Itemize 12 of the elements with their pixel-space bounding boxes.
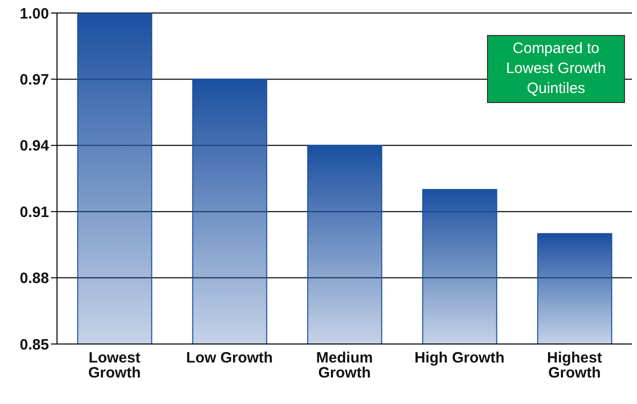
y-tick-label: 0.97 bbox=[20, 72, 49, 89]
annotation: Compared to Lowest Growth Quintiles bbox=[487, 35, 625, 103]
y-tick-label: 1.00 bbox=[20, 5, 49, 22]
x-tick-label: Low Growth bbox=[186, 350, 273, 367]
y-tick-label: 0.91 bbox=[20, 204, 49, 221]
x-tick-label: Highest Growth bbox=[546, 350, 602, 382]
y-tick-label: 0.94 bbox=[20, 138, 50, 155]
x-tick-label: Lowest Growth bbox=[88, 350, 141, 382]
x-tick-label: Medium Growth bbox=[316, 350, 373, 382]
y-tick-label: 0.85 bbox=[20, 336, 49, 354]
x-tick-label: High Growth bbox=[414, 350, 504, 367]
y-tick-label: 0.88 bbox=[20, 270, 49, 288]
